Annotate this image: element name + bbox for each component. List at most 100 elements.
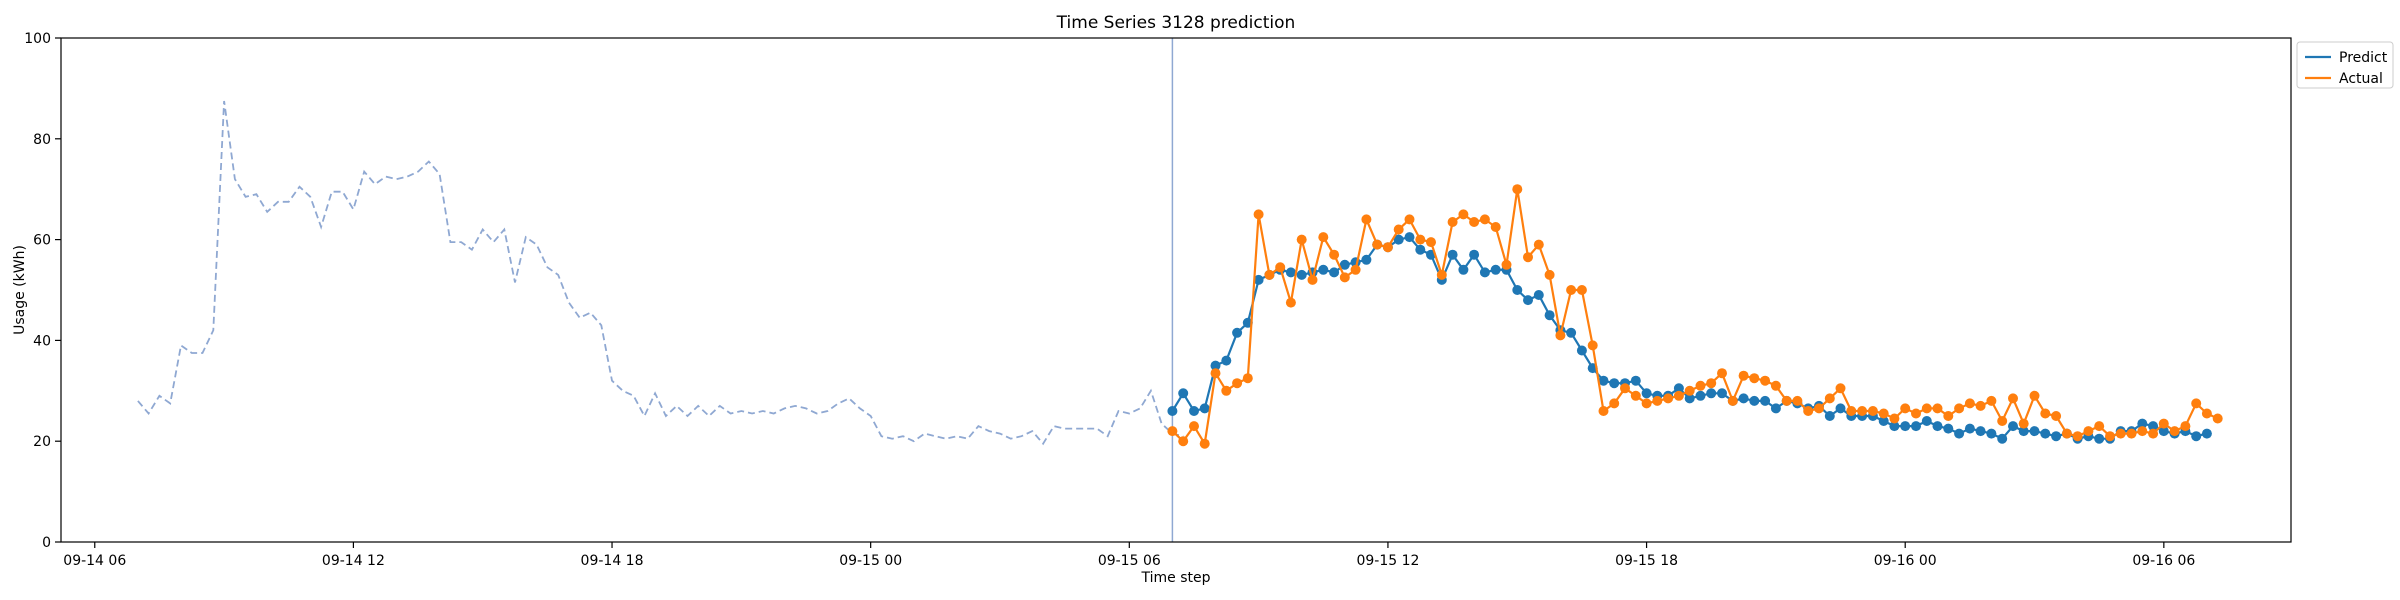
actual-data-point	[2083, 426, 2094, 437]
predict-data-point	[1523, 295, 1533, 306]
actual-data-point	[1533, 239, 1544, 250]
actual-data-point	[1760, 375, 1771, 386]
actual-data-point	[1663, 393, 1674, 404]
x-tick-label: 09-16 06	[2132, 553, 2195, 569]
actual-data-point	[1911, 408, 1921, 419]
actual-data-point	[1221, 385, 1232, 396]
actual-data-point	[1382, 242, 1393, 253]
predict-data-point	[2094, 433, 2105, 444]
actual-data-point	[2158, 418, 2169, 429]
predict-data-point	[2137, 418, 2148, 429]
predict-data-point	[1232, 327, 1243, 338]
actual-data-point	[2148, 428, 2159, 439]
actual-data-point	[1372, 239, 1383, 250]
x-tick-label: 09-14 12	[322, 553, 385, 569]
predict-data-point	[1760, 395, 1771, 406]
actual-data-point	[2072, 431, 2083, 442]
actual-data-point	[1921, 403, 1932, 414]
actual-data-point	[1189, 421, 1199, 432]
actual-data-point	[1426, 237, 1436, 248]
predict-data-point	[1361, 254, 1372, 265]
actual-data-point	[2018, 418, 2029, 429]
actual-data-point	[1943, 411, 1954, 421]
predict-data-point	[1835, 403, 1846, 414]
actual-data-point	[2169, 426, 2180, 437]
actual-data-point	[1361, 214, 1372, 225]
y-tick-label: 40	[33, 333, 51, 349]
predict-data-point	[2029, 426, 2040, 437]
predict-data-point	[1673, 383, 1684, 394]
predict-data-point	[1469, 249, 1480, 260]
actual-data-point	[2040, 408, 2051, 419]
x-axis-label: Time step	[1141, 570, 1211, 586]
actual-data-point	[1652, 395, 1663, 406]
actual-data-point	[1587, 340, 1598, 351]
x-tick-label: 09-15 18	[1615, 553, 1678, 569]
predict-data-point	[1576, 345, 1587, 356]
actual-data-point	[1329, 249, 1340, 260]
actual-data-point	[1630, 390, 1641, 401]
actual-data-point	[1512, 184, 1523, 195]
predict-data-point	[1533, 290, 1544, 300]
actual-data-point	[2137, 426, 2148, 437]
y-tick-label: 60	[33, 233, 51, 249]
actual-data-point	[2061, 428, 2072, 439]
predict-data-point	[1404, 232, 1415, 243]
predict-data-point	[1997, 433, 2008, 444]
predict-data-point	[1544, 310, 1555, 321]
actual-data-point	[1253, 209, 1264, 220]
predict-data-point	[1253, 274, 1264, 285]
chart-title: Time Series 3128 prediction	[1056, 13, 1296, 33]
actual-data-point	[1749, 373, 1760, 384]
predict-data-point	[1986, 428, 1997, 439]
predict-data-point	[2051, 431, 2062, 442]
actual-data-point	[1339, 272, 1350, 283]
actual-data-point	[1717, 368, 1727, 379]
predict-data-point	[1490, 264, 1501, 275]
actual-data-point	[1867, 406, 1878, 416]
actual-data-point	[1296, 234, 1307, 245]
actual-data-point	[1620, 383, 1630, 394]
actual-data-point	[1555, 330, 1566, 341]
actual-data-point	[1447, 217, 1458, 227]
actual-data-point	[2008, 393, 2018, 404]
actual-data-point	[1673, 390, 1684, 401]
predict-data-point	[1954, 428, 1965, 439]
predict-data-point	[1339, 259, 1350, 270]
predict-data-point	[1199, 403, 1210, 414]
x-tick-label: 09-15 06	[1098, 553, 1161, 569]
legend-label: Actual	[2339, 71, 2383, 87]
x-tick-label: 09-14 06	[63, 553, 126, 569]
actual-data-point	[1576, 285, 1587, 295]
actual-data-point	[2201, 408, 2212, 419]
predict-data-point	[1221, 355, 1232, 366]
predict-data-point	[1695, 390, 1706, 401]
predict-data-point	[1878, 416, 1889, 426]
actual-data-point	[1738, 370, 1749, 381]
actual-data-point	[1566, 285, 1577, 295]
actual-data-point	[1684, 385, 1695, 396]
predict-data-point	[1210, 360, 1221, 371]
actual-data-point	[1954, 403, 1965, 414]
actual-data-point	[1232, 378, 1243, 389]
y-axis-label: Usage (kWh)	[12, 245, 28, 335]
actual-data-point	[1846, 406, 1857, 416]
actual-data-point	[1307, 274, 1318, 285]
predict-data-point	[1749, 395, 1760, 406]
predict-data-point	[1458, 264, 1469, 275]
actual-data-point	[1415, 234, 1426, 245]
actual-data-point	[2094, 421, 2105, 432]
predict-data-point	[1598, 375, 1609, 386]
predict-data-point	[1285, 267, 1296, 278]
actual-data-point	[1814, 403, 1824, 414]
x-tick-label: 09-15 12	[1356, 553, 1419, 569]
predict-data-point	[1178, 388, 1189, 399]
actual-data-point	[2191, 398, 2202, 409]
actual-data-point	[2051, 411, 2062, 421]
predict-data-point	[1296, 269, 1307, 280]
actual-data-point	[1436, 269, 1447, 280]
actual-data-point	[1706, 378, 1717, 389]
predict-data-point	[2040, 428, 2051, 439]
actual-data-point	[1285, 297, 1296, 308]
